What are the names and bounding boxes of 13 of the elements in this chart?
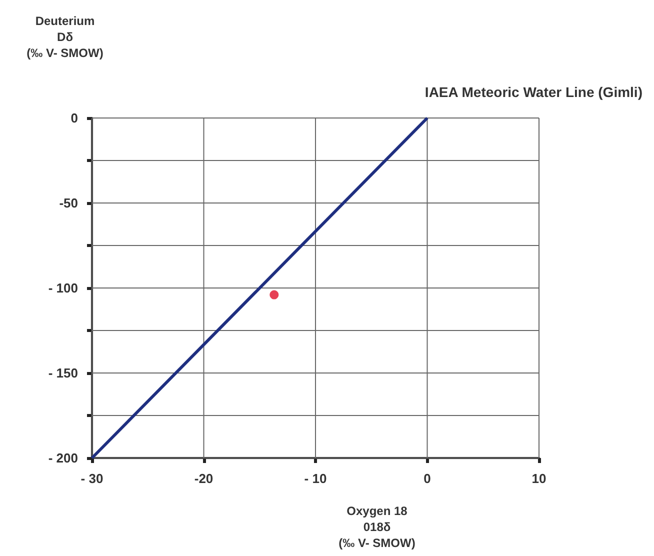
y-tick-label: 0 (70, 110, 78, 126)
x-tick-label: 10 (532, 471, 546, 486)
x-tick-label: - 10 (304, 471, 327, 486)
x-tick-label: -20 (194, 471, 214, 486)
y-tick-label: -50 (59, 196, 78, 210)
x-tick-label: 0 (424, 471, 431, 486)
y-axis-title: Deuterium Dδ (‰ V- SMOW) (26, 14, 104, 60)
y-tick-label: - 100 (48, 280, 78, 296)
y-tick-label: - 150 (48, 366, 78, 380)
x-tick-label: - 30 (80, 471, 104, 486)
y-tick-label: - 200 (48, 450, 78, 466)
chart-title: IAEA Meteoric Water Line (Gimli) (424, 84, 642, 100)
x-axis-title: Oxygen 18 018δ (‰ V- SMOW) (338, 504, 416, 550)
